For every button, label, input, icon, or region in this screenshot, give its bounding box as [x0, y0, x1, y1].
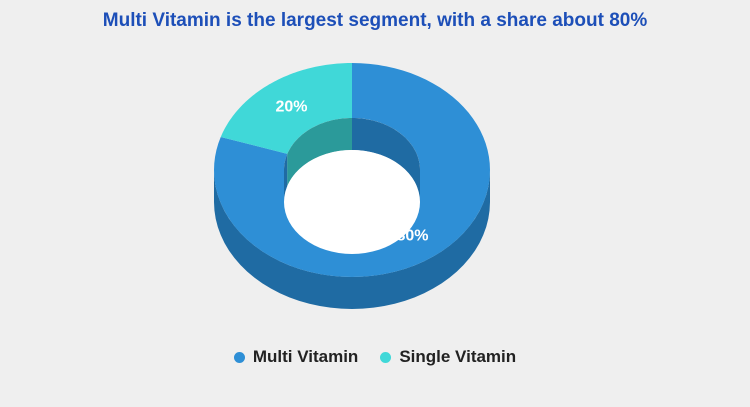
slice-inner-wall-multi-vitamin [352, 118, 420, 202]
slice-inner-wall-single-vitamin [287, 118, 352, 186]
legend-marker-multi-vitamin [233, 351, 245, 363]
chart-title: Multi Vitamin is the largest segment, wi… [102, 10, 648, 31]
legend-label-single-vitamin: Single Vitamin [399, 347, 517, 366]
data-label-single-vitamin: 20% [275, 99, 307, 116]
legend-label-multi-vitamin: Multi Vitamin [252, 347, 359, 366]
slice-multi-vitamin[interactable] [214, 63, 490, 277]
slice-inner-wall-multi-vitamin [284, 153, 288, 202]
legend-item-single-vitamin[interactable]: Single Vitamin [380, 347, 516, 367]
donut-hole-floor [284, 150, 420, 254]
legend-marker-single-vitamin [380, 351, 392, 363]
slice-side-multi-vitamin [214, 170, 490, 309]
data-label-multi-vitamin: 80% [396, 227, 428, 244]
slice-single-vitamin[interactable] [220, 63, 352, 154]
chart-legend: Multi Vitamin Single Vitamin [0, 347, 750, 367]
legend-item-multi-vitamin[interactable]: Multi Vitamin [233, 347, 359, 367]
